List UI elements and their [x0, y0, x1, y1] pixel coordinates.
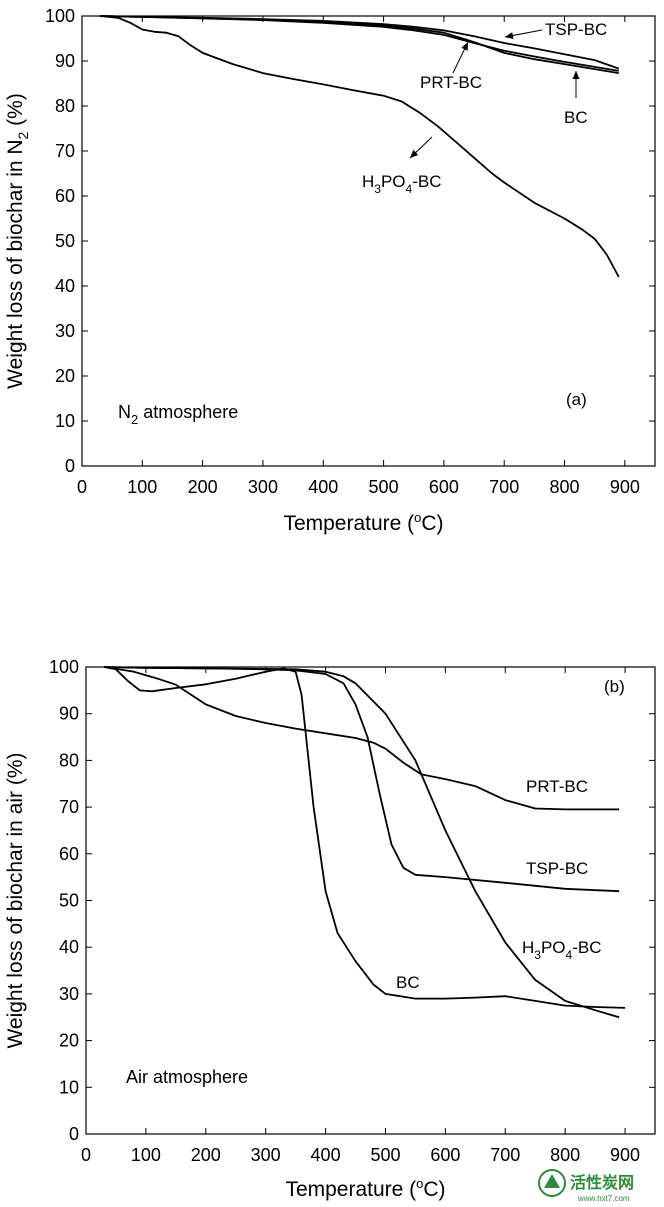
- x-tick-label: 200: [188, 477, 218, 497]
- x-tick-label: 300: [248, 477, 278, 497]
- plot-frame: [85, 666, 656, 1135]
- x-tick-label: 0: [81, 1145, 91, 1165]
- y-tick-label: 30: [59, 984, 79, 1004]
- y-tick-label: 50: [55, 231, 75, 251]
- y-tick-label: 20: [59, 1031, 79, 1051]
- chart-panel-b: 0 100 200 300 400 500 600 700 800 900 0 10 20 30 40 50 6…: [4, 657, 656, 1201]
- annotation-arrowhead: [461, 42, 468, 51]
- series-line-h: [100, 15, 620, 278]
- x-axis-title: Temperature (oC): [285, 1176, 445, 1201]
- x-tick-label: 500: [369, 477, 399, 497]
- y-tick-label: 30: [55, 321, 75, 341]
- watermark-url: www.hxt7.com: [577, 1194, 630, 1203]
- series-line-prt-bc: [103, 666, 620, 811]
- curve-label: BC: [396, 973, 420, 992]
- annotation-arrowhead: [410, 149, 419, 158]
- curve-label: PRT-BC: [420, 73, 482, 92]
- series-line-h: [103, 666, 620, 1019]
- y-tick-label: 0: [69, 1124, 79, 1144]
- y-tick-label: 80: [55, 96, 75, 116]
- x-tick-label: 900: [610, 1145, 640, 1165]
- annotation-arrowhead: [505, 32, 514, 39]
- y-tick-label: 60: [59, 844, 79, 864]
- curve-label: TSP-BC: [526, 859, 588, 878]
- watermark-logo: 活性炭网 www.hxt7.com: [538, 1169, 634, 1203]
- x-tick-label: 300: [251, 1145, 281, 1165]
- y-tick-label: 70: [55, 141, 75, 161]
- x-tick-label: 900: [610, 477, 640, 497]
- curve-label: BC: [564, 108, 588, 127]
- curve-label: H3PO4-BC: [362, 172, 442, 196]
- panel-label: (a): [566, 390, 587, 409]
- series-line-bc: [103, 666, 626, 1009]
- y-tick-label: 90: [59, 704, 79, 724]
- curve-label: PRT-BC: [526, 777, 588, 796]
- x-tick-label: 600: [430, 1145, 460, 1165]
- curve-label: TSP-BC: [545, 20, 607, 39]
- chart-panel-a: 0 100 200 300 400 500 600 700 800 900 0 10 20 30 40 50 6…: [4, 6, 656, 535]
- y-tick-label: 10: [55, 411, 75, 431]
- x-tick-label: 200: [191, 1145, 221, 1165]
- y-tick-label: 0: [65, 456, 75, 476]
- series-line-bc: [100, 15, 619, 74]
- watermark-leaf-icon: [544, 1174, 560, 1188]
- panel-label: (b): [604, 677, 625, 696]
- x-tick-label: 500: [370, 1145, 400, 1165]
- y-tick-label: 20: [55, 366, 75, 386]
- y-tick-label: 100: [49, 657, 79, 677]
- y-tick-label: 90: [55, 51, 75, 71]
- atmosphere-label: Air atmosphere: [126, 1067, 248, 1087]
- x-tick-label: 800: [550, 477, 580, 497]
- x-tick-label: 0: [77, 477, 87, 497]
- x-tick-label: 700: [489, 477, 519, 497]
- y-tick-label: 70: [59, 797, 79, 817]
- watermark-text: 活性炭网: [570, 1173, 634, 1192]
- x-axis-title: Temperature (oC): [283, 510, 443, 535]
- x-tick-label: 700: [490, 1145, 520, 1165]
- x-tick-label: 100: [131, 1145, 161, 1165]
- x-tick-label: 100: [127, 477, 157, 497]
- y-tick-label: 80: [59, 750, 79, 770]
- atmosphere-label: N2 atmosphere: [118, 402, 238, 427]
- curve-label: H3PO4-BC: [522, 938, 602, 962]
- y-tick-label: 40: [55, 276, 75, 296]
- y-tick-label: 60: [55, 186, 75, 206]
- y-tick-label: 50: [59, 891, 79, 911]
- y-axis-title: Weight loss of biochar in N2 (%): [4, 93, 31, 389]
- x-tick-label: 400: [311, 1145, 341, 1165]
- x-tick-label: 800: [550, 1145, 580, 1165]
- x-tick-label: 400: [308, 477, 338, 497]
- y-tick-label: 100: [45, 6, 75, 26]
- annotation-arrowhead: [572, 71, 580, 79]
- y-tick-label: 40: [59, 937, 79, 957]
- watermark-emblem-icon: [538, 1169, 566, 1197]
- y-axis-title: Weight loss of biochar in air (%): [4, 752, 27, 1048]
- y-tick-label: 10: [59, 1077, 79, 1097]
- x-tick-label: 600: [429, 477, 459, 497]
